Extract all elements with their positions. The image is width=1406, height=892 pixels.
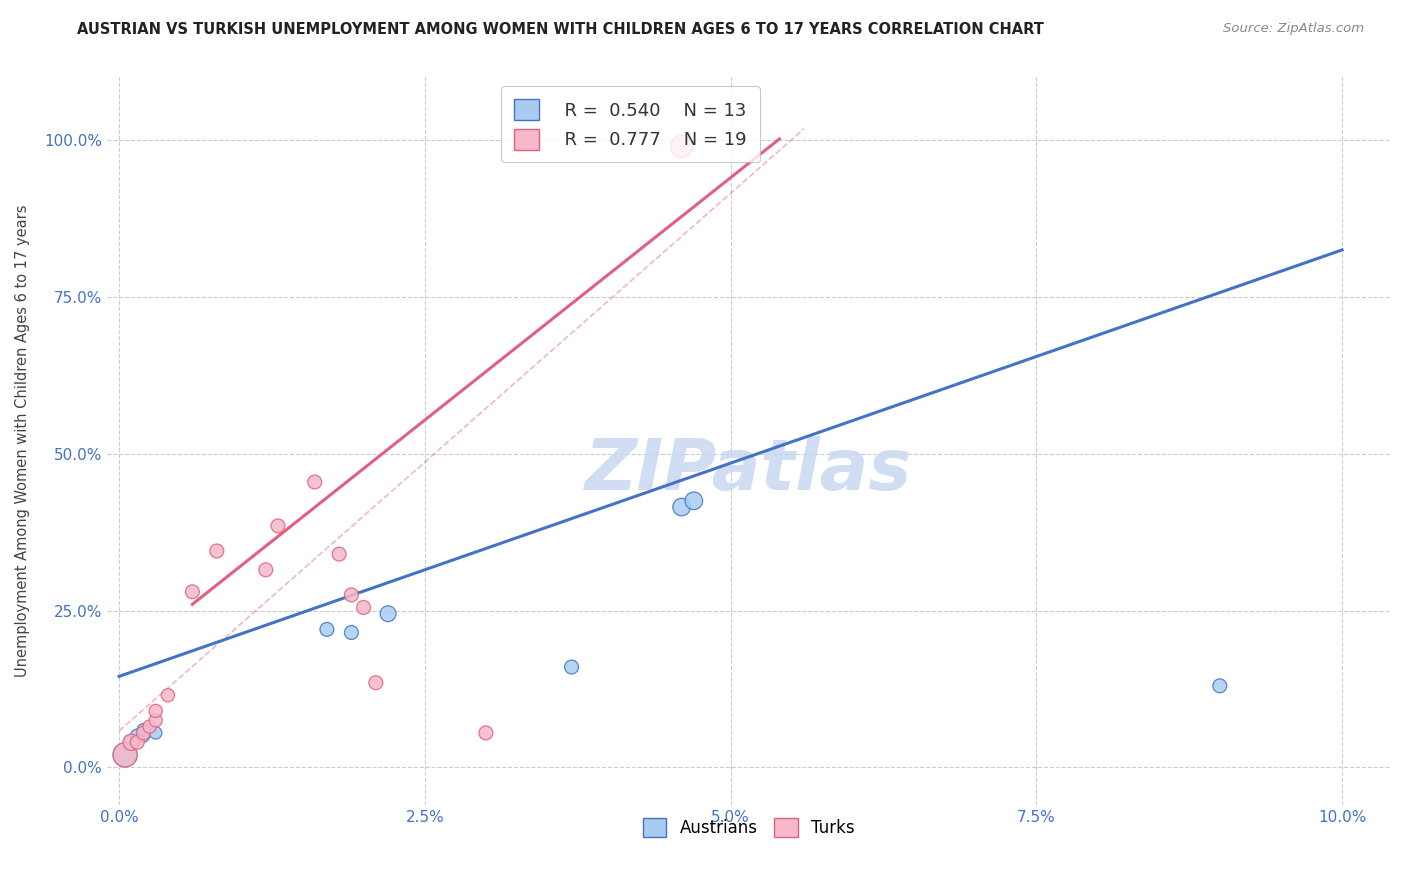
Point (145, 704, 167, 718)
Point (181, 584, 204, 599)
Text: AUSTRIAN VS TURKISH UNEMPLOYMENT AMONG WOMEN WITH CHILDREN AGES 6 TO 17 YEARS CO: AUSTRIAN VS TURKISH UNEMPLOYMENT AMONG W… (77, 22, 1045, 37)
Point (127, 735, 149, 749)
Point (364, 675, 387, 690)
Point (475, 726, 498, 740)
Y-axis label: Unemployment Among Women with Children Ages 6 to 17 years: Unemployment Among Women with Children A… (15, 205, 30, 678)
Text: Source: ZipAtlas.com: Source: ZipAtlas.com (1223, 22, 1364, 36)
Point (205, 544, 228, 558)
Point (328, 547, 350, 561)
Point (316, 623, 339, 637)
Legend: Austrians, Turks: Austrians, Turks (637, 812, 862, 844)
Point (114, 747, 136, 762)
Point (560, 660, 582, 674)
Point (671, 500, 693, 514)
Point (156, 688, 179, 702)
Point (267, 519, 290, 533)
Point (127, 729, 149, 743)
Point (671, 139, 693, 153)
Point (682, 493, 704, 508)
Point (138, 720, 160, 734)
Point (1209, 679, 1232, 693)
Point (377, 607, 399, 621)
Point (304, 475, 326, 489)
Point (132, 723, 155, 737)
Point (120, 735, 142, 749)
Text: ZIPatlas: ZIPatlas (585, 436, 912, 505)
Point (353, 600, 375, 615)
Point (340, 588, 363, 602)
Point (254, 563, 277, 577)
Point (120, 735, 142, 749)
Point (132, 729, 155, 743)
Point (132, 726, 155, 740)
Point (145, 726, 167, 740)
Point (114, 747, 136, 762)
Point (145, 714, 167, 728)
Point (340, 625, 363, 640)
